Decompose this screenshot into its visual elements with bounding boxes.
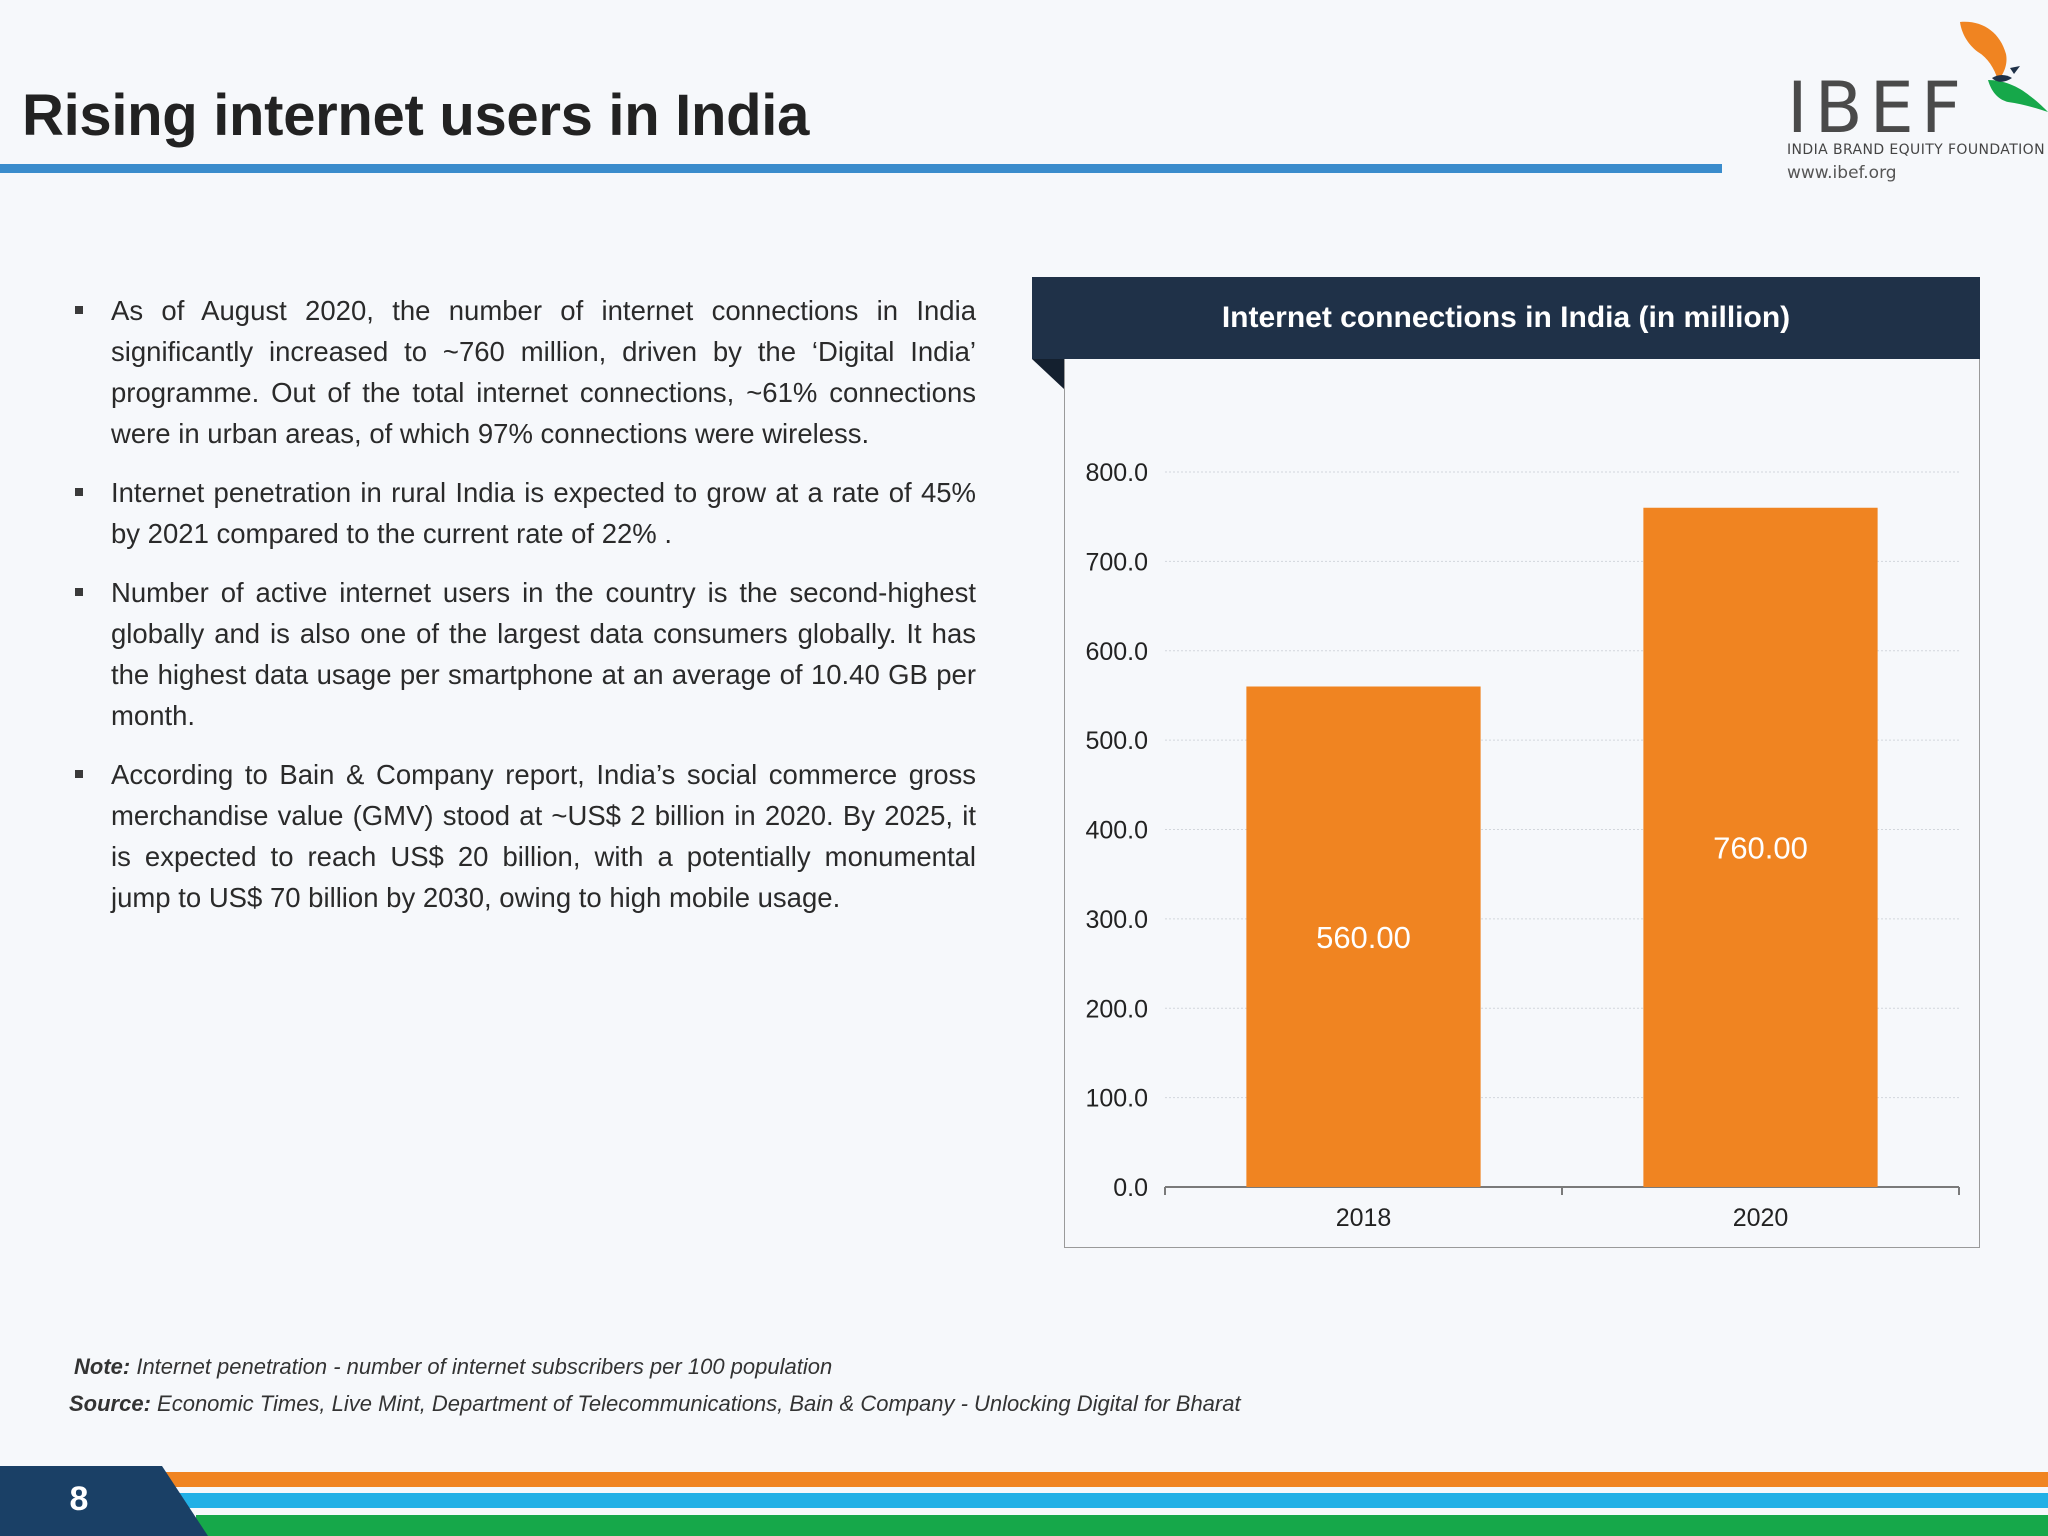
source-text: Economic Times, Live Mint, Department of… [150, 1391, 1241, 1416]
page-title: Rising internet users in India [22, 83, 810, 148]
x-tick-label: 2020 [1733, 1204, 1789, 1232]
page-number: 8 [69, 1480, 89, 1518]
y-tick-label: 300.0 [1085, 906, 1148, 934]
footer-green-stripe [196, 1515, 2048, 1536]
bullet-text: According to Bain & Company report, Indi… [111, 759, 976, 913]
logo-url: www.ibef.org [1787, 163, 1897, 183]
bullet-text: Number of active internet users in the c… [111, 577, 976, 731]
ibef-logo: IBEF INDIA BRAND EQUITY FOUNDATION www.i… [1780, 18, 2048, 188]
bullet-text: As of August 2020, the number of interne… [111, 295, 976, 449]
bullet-list: As of August 2020, the number of interne… [72, 290, 976, 936]
source-label: Source: [69, 1391, 151, 1416]
x-tick-label: 2018 [1336, 1204, 1392, 1232]
bullet-item: Internet penetration in rural India is e… [72, 472, 976, 554]
chart-header-fold [1032, 359, 1064, 389]
y-tick-label: 200.0 [1085, 995, 1148, 1023]
logo-tagline: INDIA BRAND EQUITY FOUNDATION [1787, 142, 2045, 158]
y-tick-label: 100.0 [1085, 1085, 1148, 1113]
bird-icon [1960, 21, 2048, 112]
bullet-item: Number of active internet users in the c… [72, 572, 976, 736]
chart-panel: Internet connections in India (in millio… [1032, 277, 1980, 1250]
bar-chart: 0.0 100.0 200.0 300.0 400.0 500.0 600.0 700.0 80… [1085, 459, 1960, 1232]
bar-data-label: 760.00 [1713, 830, 1808, 865]
note-label: Note: [74, 1354, 131, 1379]
bullet-item: As of August 2020, the number of interne… [72, 290, 976, 454]
bar-data-label: 560.00 [1316, 920, 1411, 955]
logo-wordmark: IBEF [1787, 67, 1969, 149]
bullet-item: According to Bain & Company report, Indi… [72, 754, 976, 918]
page-number-tab [0, 1466, 208, 1536]
chart-area: 0.0 100.0 200.0 300.0 400.0 500.0 600.0 700.0 80… [1064, 359, 1980, 1248]
y-tick-label: 500.0 [1085, 727, 1148, 755]
y-tick-label: 0.0 [1113, 1174, 1148, 1202]
y-tick-label: 400.0 [1085, 817, 1148, 845]
footer-cyan-stripe [178, 1493, 2048, 1508]
footer-stripes [0, 1466, 2048, 1536]
bar-2020 [1643, 507, 1878, 1187]
y-tick-label: 800.0 [1085, 459, 1148, 487]
note-text: Internet penetration - number of interne… [130, 1354, 833, 1379]
bar-2018 [1246, 686, 1481, 1187]
source: Source: Economic Times, Live Mint, Depar… [69, 1391, 1241, 1417]
y-tick-label: 700.0 [1085, 548, 1148, 576]
bullet-text: Internet penetration in rural India is e… [111, 477, 976, 549]
bullet-square-icon [75, 306, 83, 314]
y-tick-label: 600.0 [1085, 638, 1148, 666]
bullet-square-icon [75, 588, 83, 596]
footer-orange-stripe [150, 1472, 2048, 1487]
bullet-square-icon [75, 488, 83, 496]
chart-title: Internet connections in India (in millio… [1032, 277, 1980, 359]
note: Note: Internet penetration - number of i… [74, 1354, 832, 1380]
bullet-square-icon [75, 770, 83, 778]
title-underline [0, 164, 1722, 173]
